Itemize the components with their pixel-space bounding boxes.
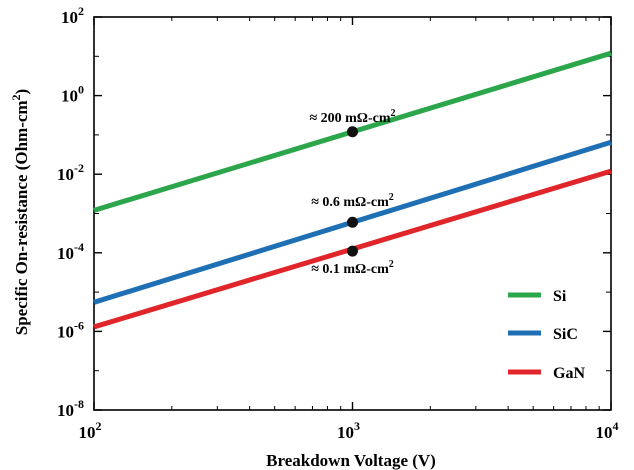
x-tick-base: 10 xyxy=(79,423,96,442)
y-tick-label: 102 xyxy=(61,4,84,27)
y-axis-title-main: Specific On-resistance (Ohm-cm xyxy=(12,100,31,335)
y-tick-exp: -4 xyxy=(74,240,84,254)
x-tick-label: 104 xyxy=(596,419,619,442)
annotation-label: ≈ 200 mΩ-cm2 xyxy=(309,108,395,126)
x-tick-exp: 2 xyxy=(96,419,102,433)
y-tick-label: 100 xyxy=(61,83,84,106)
annotation-sup: 2 xyxy=(389,259,394,270)
annotation-text: ≈ 0.1 mΩ-cm xyxy=(311,262,389,277)
annotation-label: ≈ 0.1 mΩ-cm2 xyxy=(311,259,394,277)
annotation-sup: 2 xyxy=(389,192,394,203)
data-marker xyxy=(347,216,358,228)
y-axis-title: Specific On-resistance (Ohm-cm2) xyxy=(9,89,31,335)
y-tick-label: 10-8 xyxy=(57,397,84,420)
annotation-label: ≈ 0.6 mΩ-cm2 xyxy=(311,192,394,210)
y-tick-base: 10 xyxy=(61,87,78,106)
legend-label-si: Si xyxy=(553,288,567,305)
x-tick-exp: 4 xyxy=(613,419,619,433)
x-tick-exp: 3 xyxy=(354,419,360,433)
y-tick-label: 10-2 xyxy=(57,161,84,184)
y-tick-exp: 0 xyxy=(78,83,84,97)
y-tick-base: 10 xyxy=(57,244,74,263)
x-tick-label: 102 xyxy=(79,419,102,442)
y-tick-exp: -2 xyxy=(74,161,84,175)
y-tick-base: 10 xyxy=(57,401,74,420)
annotation-sup: 2 xyxy=(391,108,396,119)
legend-label-gan: GaN xyxy=(553,365,585,382)
legend-label-sic: SiC xyxy=(553,326,578,343)
data-marker xyxy=(347,126,358,138)
y-tick-base: 10 xyxy=(61,8,78,27)
y-tick-label: 10-4 xyxy=(57,240,84,263)
y-tick-exp: -8 xyxy=(74,397,84,411)
y-axis-title-sup: 2 xyxy=(9,94,23,100)
data-marker xyxy=(347,245,358,257)
y-tick-exp: -6 xyxy=(74,318,84,332)
y-tick-base: 10 xyxy=(57,165,74,184)
annotation-text: ≈ 0.6 mΩ-cm xyxy=(311,195,389,210)
y-axis-title-end: ) xyxy=(12,89,31,95)
y-tick-exp: 2 xyxy=(78,4,84,18)
y-tick-base: 10 xyxy=(57,322,74,341)
annotation-text: ≈ 200 mΩ-cm xyxy=(309,111,390,126)
x-tick-label: 103 xyxy=(337,419,360,442)
y-tick-label: 10-6 xyxy=(57,318,84,341)
x-tick-base: 10 xyxy=(337,423,354,442)
x-axis-title: Breakdown Voltage (V) xyxy=(266,451,436,470)
x-tick-base: 10 xyxy=(596,423,613,442)
